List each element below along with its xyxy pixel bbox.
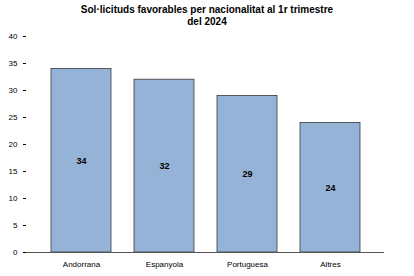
- svg-text:0: 0: [13, 248, 18, 257]
- svg-text:Andorrana: Andorrana: [63, 260, 101, 269]
- svg-text:24: 24: [325, 183, 335, 193]
- svg-text:Portuguesa: Portuguesa: [227, 260, 268, 269]
- svg-text:20: 20: [9, 140, 18, 149]
- svg-text:32: 32: [159, 161, 169, 171]
- svg-text:40: 40: [9, 32, 18, 41]
- svg-text:29: 29: [242, 169, 252, 179]
- svg-text:34: 34: [76, 156, 86, 166]
- svg-text:5: 5: [13, 221, 18, 230]
- svg-text:25: 25: [9, 113, 18, 122]
- svg-text:Espanyola: Espanyola: [146, 260, 184, 269]
- svg-text:10: 10: [9, 194, 18, 203]
- svg-text:30: 30: [9, 86, 18, 95]
- svg-text:Altres: Altres: [320, 260, 340, 269]
- html-text:Sol·licituds favorables per na: Sol·licituds favorables per nacionalitat…: [80, 4, 334, 27]
- svg-text:35: 35: [9, 59, 18, 68]
- svg-text:15: 15: [9, 167, 18, 176]
